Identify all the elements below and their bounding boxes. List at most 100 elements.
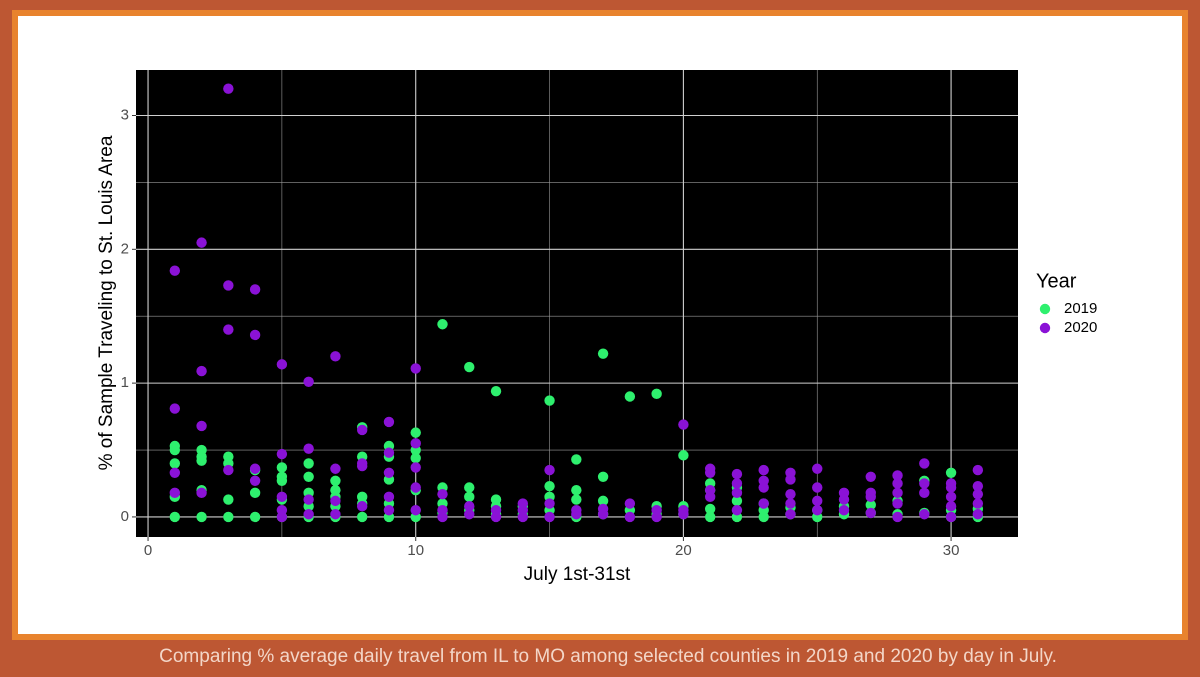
- point: [838, 505, 850, 516]
- point: [330, 509, 341, 520]
- point: [223, 494, 234, 505]
- point: [383, 505, 395, 516]
- legend-key: [1039, 322, 1051, 334]
- point: [303, 458, 314, 469]
- point: [785, 474, 796, 485]
- point: [356, 501, 368, 512]
- point: [196, 487, 207, 499]
- x-tick-label: 20: [675, 542, 692, 559]
- point: [597, 348, 609, 359]
- y-axis-title: % of Sample Traveling to St. Louis Area: [96, 135, 117, 470]
- point: [196, 455, 207, 466]
- point: [383, 447, 395, 458]
- point: [410, 505, 421, 516]
- point: [544, 511, 555, 523]
- point: [571, 494, 582, 505]
- point: [196, 511, 207, 523]
- point: [678, 509, 689, 520]
- point: [330, 475, 341, 486]
- point: [383, 491, 395, 503]
- point: [945, 467, 957, 478]
- point: [865, 499, 876, 511]
- point: [223, 324, 234, 335]
- point: [410, 438, 421, 449]
- point: [249, 284, 261, 295]
- point: [196, 420, 207, 432]
- point: [223, 464, 234, 476]
- point: [544, 464, 555, 476]
- point: [972, 464, 984, 476]
- point: [464, 501, 475, 512]
- point: [704, 511, 716, 523]
- point: [544, 395, 555, 406]
- point: [812, 482, 823, 493]
- point: [731, 495, 743, 507]
- point: [249, 463, 261, 474]
- point: [276, 511, 288, 523]
- point: [464, 482, 475, 493]
- point: [223, 83, 234, 94]
- point: [945, 482, 957, 493]
- point: [437, 319, 448, 330]
- point: [410, 363, 421, 374]
- point: [196, 237, 207, 248]
- point: [303, 509, 314, 520]
- point: [892, 511, 903, 523]
- axes: 0 10 20 30 0 1 2 3: [121, 106, 960, 559]
- point: [758, 498, 769, 509]
- point: [276, 475, 288, 486]
- point: [490, 511, 502, 523]
- point: [731, 478, 743, 489]
- point: [785, 509, 796, 520]
- point: [169, 444, 181, 456]
- point: [812, 505, 823, 516]
- point: [276, 359, 288, 370]
- point: [383, 467, 395, 478]
- point: [651, 511, 662, 523]
- point: [276, 462, 288, 473]
- point: [812, 463, 823, 474]
- point: [249, 329, 261, 341]
- point: [464, 509, 475, 520]
- point: [919, 458, 930, 469]
- point: [945, 501, 957, 512]
- point: [865, 471, 876, 482]
- point: [624, 391, 636, 402]
- x-tick-label: 0: [144, 542, 152, 559]
- point: [704, 503, 716, 515]
- point: [731, 487, 743, 499]
- point: [303, 443, 314, 454]
- point: [437, 488, 448, 500]
- point: [651, 388, 662, 400]
- point: [356, 424, 368, 436]
- points: [169, 83, 984, 523]
- point: [624, 511, 636, 523]
- point: [758, 464, 769, 476]
- point: [597, 495, 609, 507]
- point: [892, 470, 903, 481]
- y-tick-label: 0: [121, 508, 129, 525]
- point: [544, 480, 555, 492]
- point: [169, 265, 181, 276]
- point: [437, 511, 448, 523]
- point: [249, 487, 261, 499]
- point: [704, 467, 716, 478]
- point: [490, 385, 502, 397]
- y-tick-label: 3: [121, 106, 129, 123]
- point: [597, 509, 609, 520]
- legend-key: [1039, 303, 1051, 315]
- point: [276, 491, 288, 503]
- y-tick-label: 2: [121, 240, 129, 257]
- point: [303, 494, 314, 505]
- point: [704, 491, 716, 503]
- point: [865, 491, 876, 503]
- point: [785, 498, 796, 509]
- point: [223, 511, 234, 523]
- point: [571, 454, 582, 465]
- point: [517, 511, 528, 523]
- point: [330, 463, 341, 474]
- point: [249, 511, 261, 523]
- point: [544, 498, 555, 509]
- point: [919, 487, 930, 499]
